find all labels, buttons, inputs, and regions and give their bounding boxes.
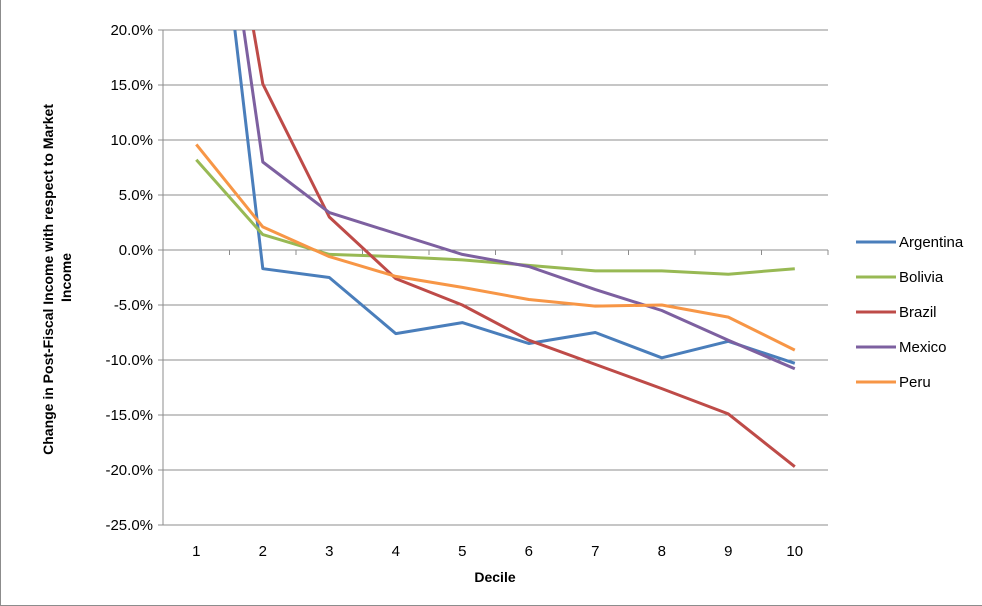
y-tick-label: -15.0%	[105, 407, 153, 424]
series-lines	[195, 30, 796, 468]
x-tick-label: 1	[192, 543, 200, 560]
legend-label-brazil: Brazil	[899, 304, 937, 321]
tick-labels: 20.0% 15.0% 10.0% 5.0% 0.0% -5.0% -10.0% -15.0%…	[105, 22, 803, 560]
series-line-argentina	[233, 30, 796, 365]
x-tick-label: 3	[325, 543, 333, 560]
legend-label-bolivia: Bolivia	[899, 269, 944, 286]
y-tick-label: -20.0%	[105, 462, 153, 479]
y-axis-title: Change in Post-Fiscal Income with respec…	[40, 100, 74, 455]
y-tick-label: 15.0%	[110, 77, 153, 94]
y-tick-label: 5.0%	[119, 187, 153, 204]
y-tick-label: -10.0%	[105, 352, 153, 369]
x-tick-label: 4	[392, 543, 400, 560]
x-tick-label: 8	[658, 543, 666, 560]
axes	[158, 29, 829, 526]
y-tick-label: -5.0%	[114, 297, 153, 314]
series-line-peru	[195, 143, 796, 352]
y-tick-label: 20.0%	[110, 22, 153, 39]
legend: Argentina Bolivia Brazil Mexico Peru	[856, 234, 964, 391]
x-tick-label: 6	[525, 543, 533, 560]
y-tick-label: 0.0%	[119, 242, 153, 259]
x-tick-label: 10	[786, 543, 803, 560]
legend-label-peru: Peru	[899, 374, 931, 391]
y-tick-label: 10.0%	[110, 132, 153, 149]
x-tick-label: 9	[724, 543, 732, 560]
y-axis-title-line-2: Income	[58, 253, 74, 302]
gridlines	[163, 29, 828, 526]
x-tick-label: 5	[458, 543, 466, 560]
series-line-brazil	[251, 30, 796, 468]
x-tick-label: 2	[259, 543, 267, 560]
series-line-mexico	[242, 30, 796, 371]
legend-label-mexico: Mexico	[899, 339, 947, 356]
legend-label-argentina: Argentina	[899, 234, 964, 251]
x-tick-label: 7	[591, 543, 599, 560]
y-tick-label: -25.0%	[105, 517, 153, 534]
y-axis-title-line-1: Change in Post-Fiscal Income with respec…	[40, 104, 56, 455]
x-axis-title: Decile	[474, 569, 515, 585]
series-line-bolivia	[195, 158, 795, 276]
